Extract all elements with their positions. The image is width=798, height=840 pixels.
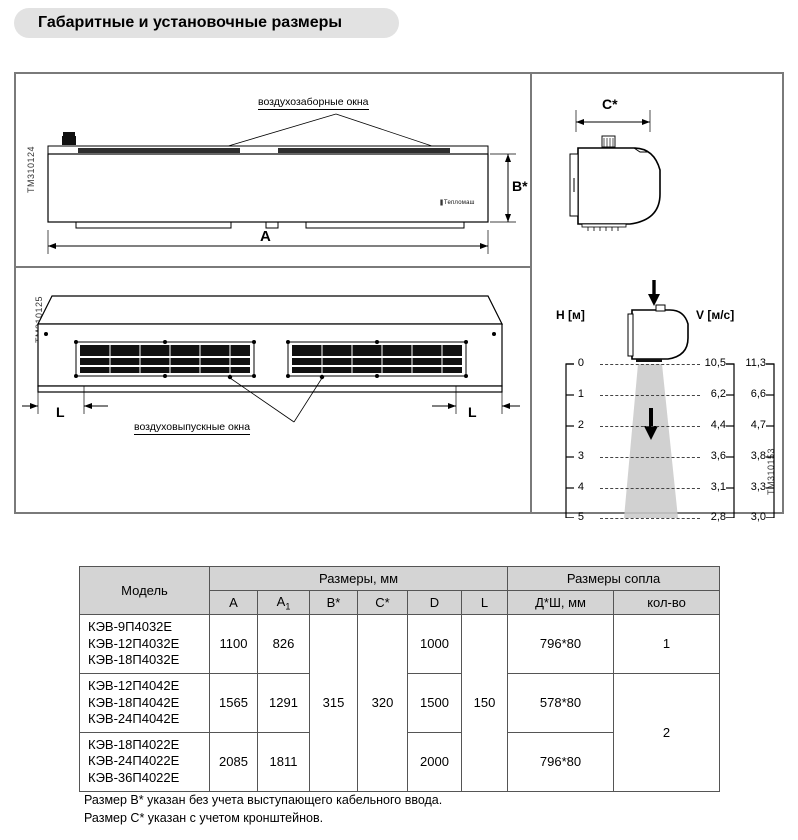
velocity-col2-value-3: 3,8: [750, 450, 766, 462]
th-model: Модель: [79, 566, 210, 615]
velocity-h-tick-0: 0: [577, 357, 584, 369]
model-name: КЭВ-24П4022Е: [88, 753, 180, 769]
cell-models-3: КЭВ-18П4022Е КЭВ-24П4022Е КЭВ-36П4022Е: [79, 731, 210, 792]
model-name: КЭВ-18П4032Е: [88, 652, 180, 668]
cell-models-1: КЭВ-9П4032Е КЭВ-12П4032Е КЭВ-18П4032Е: [79, 614, 210, 674]
spec-table-header-row-1: Модель Размеры, мм Размеры сопла: [79, 566, 721, 615]
velocity-level-line-5: [600, 518, 700, 519]
cell-a-1: 1100: [209, 614, 258, 674]
cell-a-3: 2085: [209, 731, 258, 792]
velocity-h-tick-3: 3: [577, 450, 584, 462]
model-name: КЭВ-12П4032Е: [88, 635, 180, 651]
table-row: КЭВ-9П4032Е КЭВ-12П4032Е КЭВ-18П4032Е 11…: [79, 614, 721, 792]
bottom-view-dim-l-left: L: [56, 404, 65, 420]
footnotes: Размер B* указан без учета выступающего …: [84, 791, 442, 827]
velocity-level-line-0: [600, 364, 700, 365]
velocity-col1-value-4: 3,1: [710, 481, 726, 493]
footnote-1: Размер B* указан без учета выступающего …: [84, 793, 443, 807]
side-view-svg: [569, 110, 661, 231]
velocity-level-line-3: [600, 457, 700, 458]
cell-d-1: 1000: [407, 614, 462, 674]
velocity-col2-value-4: 3,3: [750, 481, 766, 493]
th-c: C*: [357, 590, 408, 615]
cell-a1-1: 826: [257, 614, 310, 674]
model-name: КЭВ-9П4032Е: [88, 619, 173, 634]
footnote-2: Размер C* указан с учетом кронштейнов.: [84, 811, 324, 826]
table-row: КЭВ-12П4042Е КЭВ-18П4042Е КЭВ-24П4042Е 1…: [79, 672, 721, 792]
front-view-svg: [47, 113, 516, 254]
th-group-nozzle: Размеры сопла: [507, 566, 721, 591]
model-name: КЭВ-36П4022Е: [88, 770, 180, 785]
cell-count-span: 2: [613, 672, 721, 792]
velocity-level-line-1: [600, 395, 700, 396]
front-view-dim-b: B*: [512, 178, 528, 194]
velocity-level-line-4: [600, 488, 700, 489]
front-view-intake-callout: воздухозаборные окна: [258, 96, 369, 110]
cell-nozzle-dims-2: 578*80: [507, 672, 615, 733]
cell-nozzle-dims-3: 796*80: [507, 731, 615, 792]
page-title: Габаритные и установочные размеры: [38, 14, 343, 31]
th-group-dimensions: Размеры, мм: [208, 566, 509, 591]
cell-l-span: 150: [460, 614, 509, 792]
page-header-badge: Габаритные и установочные размеры: [14, 8, 399, 38]
velocity-col2-value-5: 3,0: [750, 511, 766, 523]
model-name: КЭВ-24П4042Е: [88, 711, 180, 727]
table-row: КЭВ-18П4022Е КЭВ-24П4022Е КЭВ-36П4022Е 2…: [79, 731, 720, 792]
velocity-h-axis-label: H [м]: [556, 308, 585, 322]
th-nozzle-count: кол-во: [613, 590, 721, 615]
velocity-col2-value-2: 4,7: [750, 419, 766, 431]
th-b: B*: [309, 590, 358, 615]
th-d: D: [407, 590, 462, 615]
th-a: A: [209, 590, 258, 615]
model-name: КЭВ-18П4042Е: [88, 694, 180, 710]
velocity-h-tick-2: 2: [577, 419, 584, 431]
bottom-view-outlet-callout: воздуховыпускные окна: [134, 421, 251, 435]
velocity-col2-value-0: 11,3: [745, 357, 766, 369]
velocity-level-line-2: [600, 426, 700, 427]
bottom-view-svg: [22, 295, 520, 423]
velocity-h-tick-1: 1: [577, 388, 584, 400]
velocity-col1-value-2: 4,4: [710, 419, 726, 431]
velocity-v-axis-label: V [м/с]: [696, 308, 735, 322]
velocity-col2-value-1: 6,6: [750, 388, 766, 400]
cell-b-span: 315: [309, 614, 358, 792]
velocity-col1-value-0: 10,5: [704, 357, 726, 369]
cell-a1-2: 1291: [257, 672, 310, 733]
th-nozzle-dims: Д*Ш, мм: [507, 590, 615, 615]
cell-a-2: 1565: [209, 672, 258, 733]
th-a1: A1: [257, 590, 310, 615]
brand-logo: ||| Тепломаш: [440, 200, 475, 206]
spec-table: Модель Размеры, мм Размеры сопла A A1 B*…: [79, 566, 721, 792]
model-name: КЭВ-18П4022Е: [88, 736, 180, 752]
cell-a1-3: 1811: [257, 731, 310, 792]
frame-vertical-divider: [530, 74, 532, 512]
frame-horizontal-divider: [16, 266, 530, 268]
velocity-diagram-svg: [565, 280, 775, 518]
velocity-h-tick-4: 4: [577, 481, 584, 493]
velocity-col1-value-1: 6,2: [710, 388, 726, 400]
cell-d-3: 2000: [407, 731, 462, 792]
cell-c-span: 320: [357, 614, 408, 792]
cell-nozzle-dims-1: 796*80: [507, 614, 615, 674]
velocity-col1-value-5: 2,8: [710, 511, 726, 523]
velocity-h-tick-5: 5: [577, 511, 584, 523]
th-l: L: [460, 590, 509, 615]
velocity-col1-value-3: 3,6: [710, 450, 726, 462]
cell-d-2: 1500: [407, 672, 462, 733]
spec-table-header-row-2: A A1 B* C* D L Д*Ш, мм кол-во: [80, 590, 721, 615]
cell-models-2: КЭВ-12П4042Е КЭВ-18П4042Е КЭВ-24П4042Е: [79, 672, 210, 733]
model-name: КЭВ-12П4042Е: [88, 677, 180, 693]
spec-table-wrapper: Модель Размеры, мм Размеры сопла A A1 B*…: [79, 566, 721, 792]
front-view-dim-a: A: [260, 228, 271, 245]
bottom-view-dim-l-right: L: [468, 404, 477, 420]
drawings-frame: TM310124 воздухозаборные окна: [14, 72, 784, 523]
cell-count-1: 1: [613, 614, 721, 674]
side-view-dim-c: C*: [602, 96, 618, 112]
